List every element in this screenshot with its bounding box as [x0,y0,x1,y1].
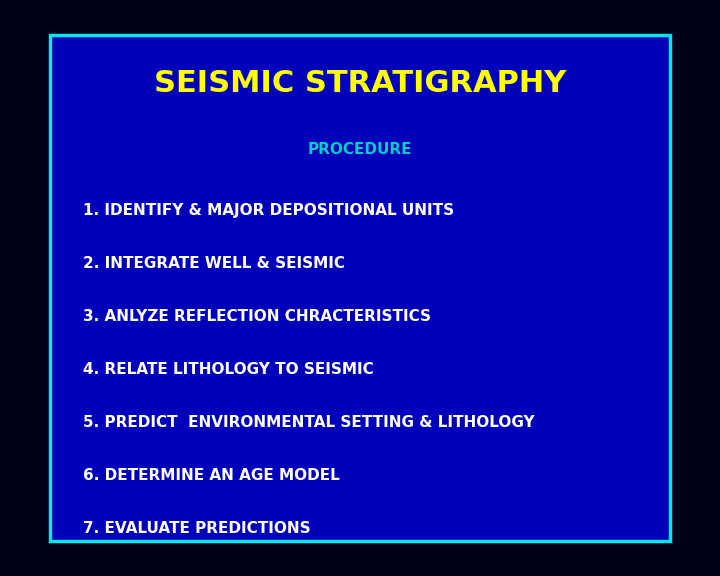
Text: 6. DETERMINE AN AGE MODEL: 6. DETERMINE AN AGE MODEL [83,468,340,483]
Text: 3. ANLYZE REFLECTION CHRACTERISTICS: 3. ANLYZE REFLECTION CHRACTERISTICS [83,309,431,324]
Bar [50,35,670,541]
Text: SEISMIC STRATIGRAPHY: SEISMIC STRATIGRAPHY [154,69,566,98]
Text: 4. RELATE LITHOLOGY TO SEISMIC: 4. RELATE LITHOLOGY TO SEISMIC [83,362,374,377]
Text: 7. EVALUATE PREDICTIONS: 7. EVALUATE PREDICTIONS [83,521,310,536]
Text: 1. IDENTIFY & MAJOR DEPOSITIONAL UNITS: 1. IDENTIFY & MAJOR DEPOSITIONAL UNITS [83,203,454,218]
Text: 5. PREDICT  ENVIRONMENTAL SETTING & LITHOLOGY: 5. PREDICT ENVIRONMENTAL SETTING & LITHO… [83,415,534,430]
Text: PROCEDURE: PROCEDURE [307,142,413,157]
Text: 2. INTEGRATE WELL & SEISMIC: 2. INTEGRATE WELL & SEISMIC [83,256,345,271]
